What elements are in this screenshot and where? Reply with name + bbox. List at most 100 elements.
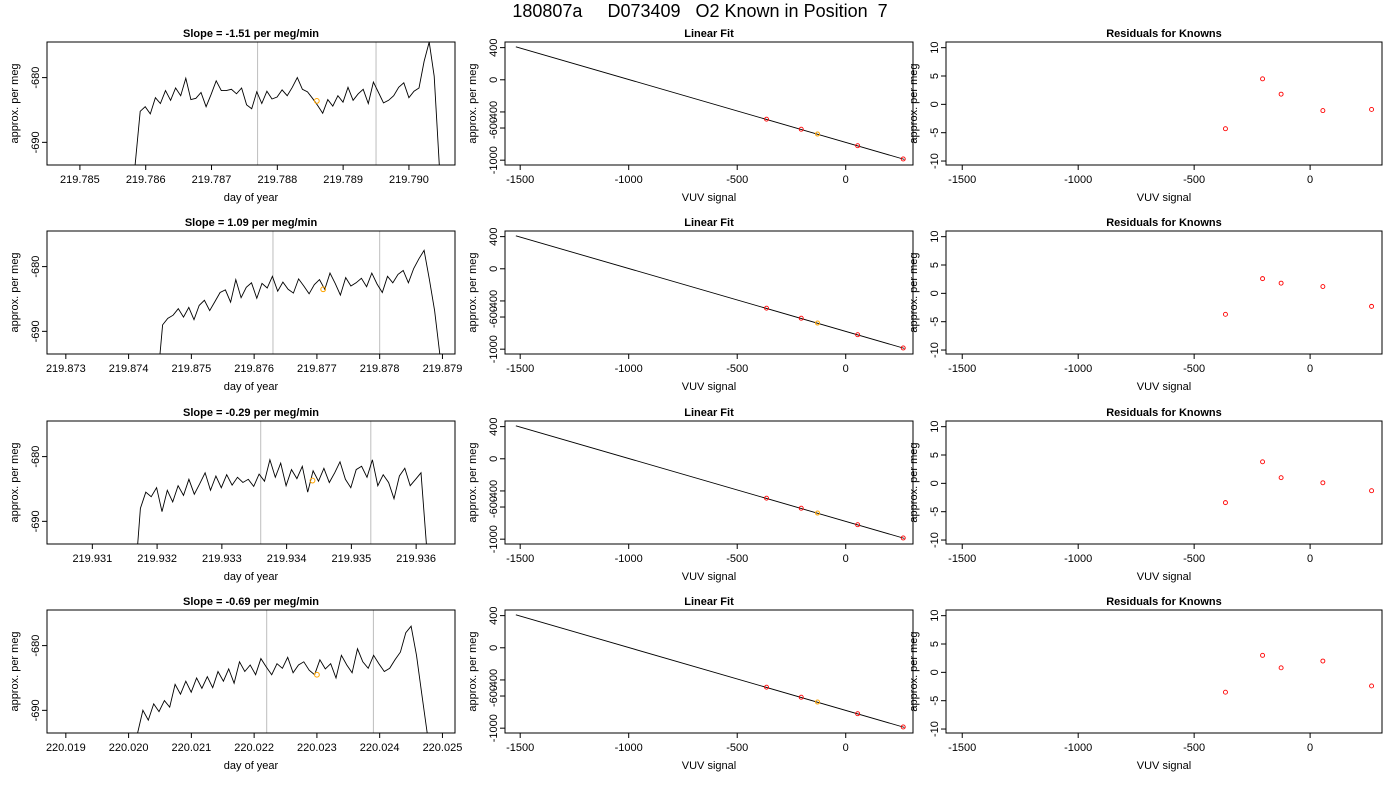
y-tick-label: -400 (488, 669, 500, 691)
data-point (900, 535, 906, 541)
y-axis-label: approx. per meg (908, 631, 920, 711)
row3-timeseries: Slope = -0.29 per meg/min 219.931 219.932 2… (9, 407, 456, 583)
x-axis-label: VUV signal (682, 760, 736, 772)
x-tick-label: -500 (1183, 363, 1205, 375)
data-point (764, 305, 769, 311)
page-title: 180807a D073409 O2 Known in Position 7 (512, 1, 888, 21)
data-point (1223, 311, 1228, 317)
x-axis-label: VUV signal (1137, 381, 1191, 393)
x-tick-label: -1500 (506, 742, 534, 754)
plot-frame (46, 230, 456, 355)
y-tick-label: 0 (488, 266, 500, 272)
data-point (1260, 276, 1266, 282)
panel-title: Residuals for Knowns (1106, 217, 1222, 229)
x-tick-label: -500 (726, 553, 748, 565)
y-tick-label: 400 (488, 227, 500, 245)
x-axis-label: day of year (224, 571, 279, 583)
row4-residuals: Residuals for Knowns -1500 -1000 -500 0 -10 -5… (908, 596, 1383, 772)
row4-linear-fit: Linear Fit -1500 -1000 -500 0 -1000 -600-400 0 4… (467, 596, 914, 772)
y-tick-label: -400 (488, 101, 500, 123)
row2-timeseries: Slope = 1.09 per meg/min 219.873 219.874 21… (9, 217, 462, 393)
x-axis-label: VUV signal (1137, 760, 1191, 772)
highlight-point (313, 98, 320, 104)
y-tick-label: -400 (488, 480, 500, 502)
y-tick-label: -1000 (488, 714, 500, 742)
y-axis-label: approx. per meg (908, 63, 920, 143)
x-tick-label: 0 (1307, 553, 1313, 565)
y-tick-label: -10 (929, 721, 941, 737)
y-axis-label: approx. per meg (9, 63, 21, 143)
row1-linear-fit: Linear Fit -1500 -1000 -500 0 -1000 -600-400 0 4… (467, 28, 914, 204)
x-tick-label: 220.023 (297, 742, 337, 754)
x-tick-label: 0 (1307, 174, 1313, 186)
x-tick-label: -1000 (615, 363, 643, 375)
panel-title: Slope = -0.29 per meg/min (183, 407, 319, 419)
x-tick-label: -1000 (1064, 553, 1092, 565)
y-tick-label: 400 (488, 38, 500, 56)
x-axis-label: VUV signal (1137, 571, 1191, 583)
x-tick-label: -1500 (506, 553, 534, 565)
data-point (1320, 658, 1326, 664)
x-tick-label: 219.876 (234, 363, 274, 375)
data-point (900, 724, 906, 730)
data-point (1260, 459, 1266, 465)
data-point (1223, 689, 1228, 695)
panel-title: Residuals for Knowns (1106, 407, 1222, 419)
x-tick-label: 219.785 (60, 174, 100, 186)
data-point (764, 495, 769, 501)
fit-line (515, 614, 905, 728)
data-point (798, 315, 804, 321)
y-tick-label: -680 (30, 446, 42, 468)
row3-linear-fit: Linear Fit -1500 -1000 -500 0 -1000 -600-400 0 4… (467, 407, 914, 583)
data-point (764, 116, 769, 122)
y-tick-label: -10 (929, 153, 941, 169)
y-tick-label: -690 (30, 320, 42, 342)
x-tick-label: 220.019 (46, 742, 86, 754)
row4-timeseries: Slope = -0.69 per meg/min 220.019 220.020 2… (9, 596, 462, 772)
x-tick-label: -1000 (615, 174, 643, 186)
x-tick-label: -500 (1183, 742, 1205, 754)
y-tick-label: 5 (929, 262, 941, 268)
x-tick-label: 219.879 (423, 363, 463, 375)
x-tick-label: 220.021 (171, 742, 211, 754)
x-tick-label: 219.875 (171, 363, 211, 375)
y-tick-label: 5 (929, 452, 941, 458)
panel-title: Slope = 1.09 per meg/min (185, 217, 318, 229)
panel-title: Slope = -1.51 per meg/min (183, 28, 319, 40)
y-axis-label: approx. per meg (467, 63, 479, 143)
y-tick-label: 0 (929, 480, 941, 486)
y-tick-label: -680 (30, 635, 42, 657)
y-axis-label: approx. per meg (467, 442, 479, 522)
data-trace (137, 458, 430, 544)
y-tick-label: -1000 (488, 335, 500, 363)
row2-linear-fit: Linear Fit -1500 -1000 -500 0 -1000 -600-400 0 4… (467, 217, 914, 393)
panel-title: Linear Fit (684, 596, 734, 608)
y-tick-label: 400 (488, 417, 500, 435)
data-point (1278, 91, 1284, 97)
y-tick-label: -680 (30, 256, 42, 278)
y-tick-label: 10 (929, 231, 941, 243)
y-tick-label: 10 (929, 610, 941, 622)
data-point (1223, 126, 1228, 132)
y-axis-label: approx. per meg (908, 442, 920, 522)
plot-frame (945, 420, 1383, 545)
x-tick-label: 219.932 (137, 553, 177, 565)
panel-title: Slope = -0.69 per meg/min (183, 596, 319, 608)
x-axis-label: VUV signal (1137, 192, 1191, 204)
y-tick-label: -600 (488, 306, 500, 328)
x-axis-label: day of year (224, 760, 279, 772)
plot-frame (504, 609, 914, 734)
fit-line (515, 425, 905, 539)
x-tick-label: 219.873 (46, 363, 86, 375)
data-point (900, 345, 906, 351)
x-tick-label: 219.786 (126, 174, 166, 186)
plot-frame (46, 609, 456, 734)
data-point (1369, 107, 1375, 112)
data-point (798, 505, 804, 511)
fit-line (515, 235, 905, 349)
x-tick-label: 0 (843, 363, 849, 375)
y-tick-label: -680 (30, 67, 42, 89)
data-point (1369, 488, 1375, 494)
data-point (1278, 475, 1284, 481)
data-point (1223, 500, 1228, 506)
